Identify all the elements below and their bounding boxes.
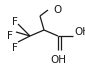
Text: F: F (12, 43, 18, 53)
Text: F: F (12, 17, 18, 27)
Text: OH: OH (74, 27, 85, 37)
Text: F: F (7, 31, 13, 41)
Text: OH: OH (50, 55, 66, 65)
Text: O: O (54, 5, 62, 15)
